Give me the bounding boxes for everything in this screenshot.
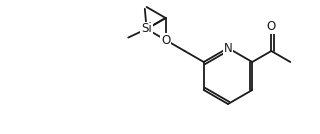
Text: N: N bbox=[224, 42, 232, 55]
Text: O: O bbox=[267, 20, 276, 33]
Text: Si: Si bbox=[141, 23, 152, 36]
Text: O: O bbox=[161, 34, 170, 46]
